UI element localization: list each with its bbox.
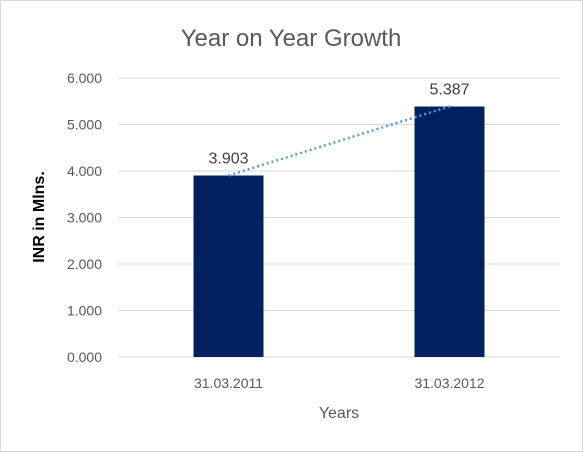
bar <box>414 106 485 357</box>
chart-title: Year on Year Growth <box>181 25 402 52</box>
y-tick-label: 3.000 <box>67 210 102 226</box>
bars <box>193 106 485 357</box>
trendline-group <box>228 105 450 177</box>
x-axis-label: Years <box>319 405 359 422</box>
gridlines <box>118 77 560 358</box>
x-tick-label: 31.03.2012 <box>414 375 484 391</box>
data-label: 3.903 <box>208 151 248 168</box>
y-axis-label: INR in Mlns. <box>31 171 48 263</box>
bar <box>193 175 264 357</box>
y-tick-labels: 0.000 1.000 2.000 3.000 4.000 5.000 6.000 <box>67 70 102 365</box>
data-label: 5.387 <box>429 82 469 99</box>
y-tick-label: 2.000 <box>67 256 102 272</box>
y-tick-label: 0.000 <box>67 349 102 365</box>
trendline <box>228 105 450 177</box>
y-tick-label: 4.000 <box>67 163 102 179</box>
y-tick-label: 1.000 <box>67 303 102 319</box>
y-tick-label: 6.000 <box>67 70 102 86</box>
data-labels: 3.903 5.387 <box>208 82 469 168</box>
y-tick-label: 5.000 <box>67 117 102 133</box>
x-tick-label: 31.03.2011 <box>194 375 263 391</box>
x-tick-labels: 31.03.2011 31.03.2012 <box>194 375 485 391</box>
